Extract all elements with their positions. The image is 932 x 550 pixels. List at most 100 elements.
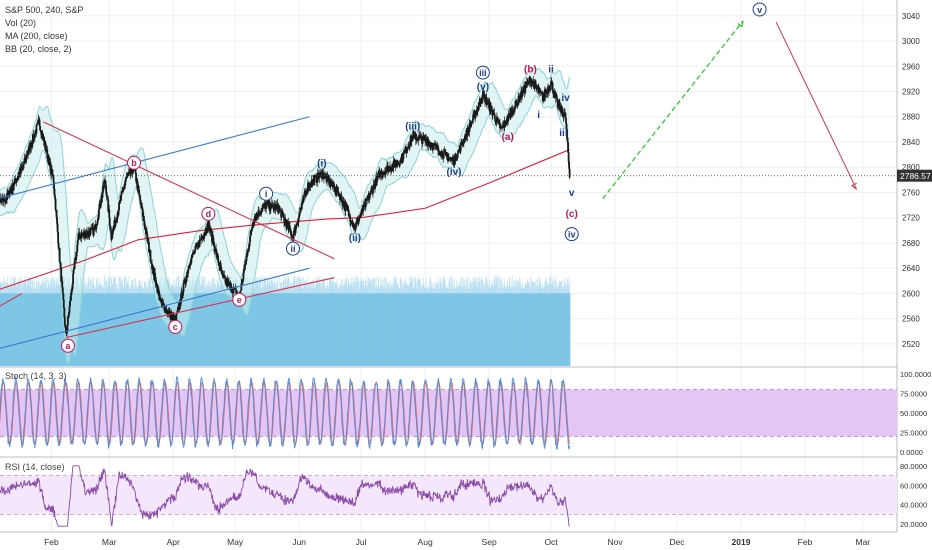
candle-body	[414, 132, 417, 135]
candle-body	[511, 108, 514, 111]
candle-body	[230, 283, 232, 292]
rsi-title[interactable]: RSI (14, close)	[5, 462, 65, 472]
wave-circle	[127, 155, 142, 170]
candle-body	[158, 299, 161, 301]
candle-body	[459, 143, 462, 152]
candle-body	[476, 106, 479, 112]
trend-lines[interactable]	[0, 116, 335, 352]
candle-body	[379, 170, 382, 178]
candle-body	[313, 177, 316, 186]
candle-body	[125, 176, 128, 178]
legend-bb[interactable]: BB (20, close, 2)	[5, 44, 72, 54]
candle-body	[80, 234, 83, 239]
candle-body	[428, 142, 431, 144]
candle-body	[117, 210, 120, 214]
candle-body	[125, 177, 128, 180]
candle-body	[419, 136, 421, 138]
candle-body	[235, 289, 238, 296]
candle-body	[71, 283, 74, 290]
candle-body	[385, 170, 388, 171]
candle-body	[463, 139, 466, 143]
wave-label: e	[237, 295, 242, 305]
candle-body	[484, 94, 486, 103]
candle-body	[141, 208, 144, 217]
wave-label: a	[65, 341, 71, 351]
price-tick-label: 2720	[902, 214, 920, 223]
red-left-stub	[0, 292, 23, 307]
candle-body	[457, 150, 460, 154]
candle-body	[358, 217, 360, 222]
candle-body	[300, 204, 303, 209]
legend-symbol[interactable]: S&P 500, 240, S&P	[5, 5, 84, 15]
rsi-line	[0, 465, 570, 527]
stoch-title[interactable]: Stoch (14, 3, 3)	[5, 371, 67, 381]
candle-body	[158, 292, 161, 300]
candle-body	[387, 168, 390, 173]
candle-body	[171, 315, 174, 318]
candle-body	[116, 213, 119, 219]
candle-body	[73, 262, 76, 269]
price-candles	[0, 75, 571, 337]
candle-body	[74, 257, 77, 263]
candle-body	[516, 102, 519, 107]
candle-body	[552, 90, 555, 94]
lower-blue-trendline	[0, 267, 310, 349]
red-triangle-upper	[42, 121, 335, 260]
candle-body	[504, 120, 507, 122]
candle-body	[293, 230, 295, 235]
candle-body	[471, 120, 473, 124]
chart-grid	[0, 0, 898, 533]
candle-body	[198, 246, 200, 248]
candle-body	[346, 206, 349, 210]
candle-body	[13, 181, 16, 186]
candle-body	[118, 202, 120, 211]
candle-body	[298, 212, 301, 216]
candle-body	[330, 182, 333, 186]
candle-body	[477, 105, 480, 109]
candle-body	[9, 190, 12, 194]
candle-body	[0, 197, 3, 201]
legend-ma[interactable]: MA (200, close)	[5, 31, 68, 41]
candle-body	[87, 234, 89, 236]
candle-body	[302, 195, 305, 201]
candle-body	[119, 199, 121, 202]
candle-body	[482, 90, 484, 100]
candle-body	[287, 226, 290, 230]
candle-body	[162, 303, 165, 305]
candle-body	[154, 277, 157, 285]
candle-body	[103, 183, 105, 189]
candle-body	[535, 84, 537, 88]
candle-body	[358, 217, 361, 219]
candle-body	[271, 203, 274, 205]
candle-body	[324, 174, 327, 177]
last-price-tag	[897, 169, 932, 182]
wave-label: (b)	[524, 65, 537, 76]
candle-body	[51, 169, 54, 176]
candle-body	[175, 314, 178, 321]
candle-body	[40, 130, 42, 134]
candle-body	[321, 173, 324, 177]
wave-label: iv	[568, 229, 576, 239]
candle-body	[304, 193, 307, 195]
candle-body	[48, 157, 51, 163]
wave-label: (i)	[317, 159, 326, 170]
candle-body	[303, 192, 306, 194]
candle-body	[289, 229, 292, 231]
candle-body	[503, 120, 506, 128]
projection-lines[interactable]	[602, 20, 858, 200]
candle-body	[244, 264, 247, 266]
candle-body	[536, 87, 539, 89]
candle-body	[468, 123, 471, 132]
candle-body	[173, 316, 176, 322]
candle-body	[15, 179, 18, 181]
candle-body	[143, 221, 146, 225]
legend-volume[interactable]: Vol (20)	[5, 18, 37, 28]
candle-body	[306, 189, 308, 194]
candle-body	[550, 81, 552, 86]
candle-body	[340, 195, 343, 200]
candle-body	[23, 161, 25, 165]
price-tick-label: 2560	[902, 315, 920, 324]
candle-body	[355, 221, 358, 224]
candle-body	[360, 209, 363, 214]
